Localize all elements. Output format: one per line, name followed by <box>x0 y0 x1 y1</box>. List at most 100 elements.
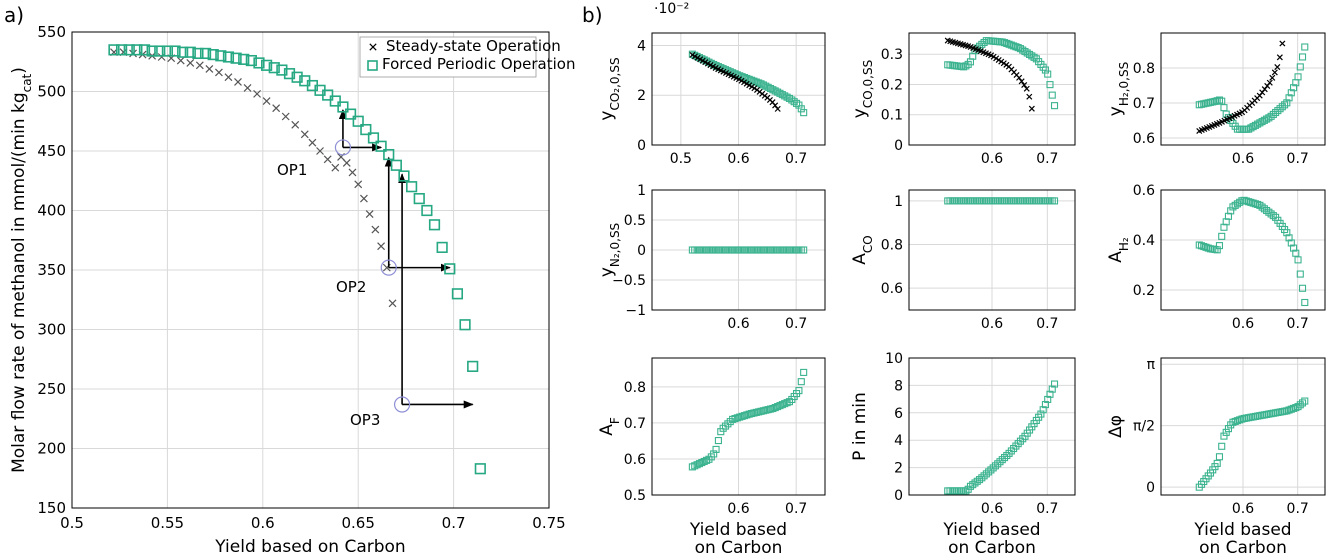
forced-periodic-point <box>776 402 784 410</box>
y-tick-label: 0.6 <box>881 281 903 297</box>
forced-periodic-point <box>1007 41 1015 49</box>
y-tick-label: 6 <box>894 406 903 422</box>
forced-periodic-point <box>146 45 158 57</box>
subplot-frame <box>651 32 826 146</box>
x-tick-label: 0.6 <box>1232 316 1254 332</box>
forced-periodic-point <box>1296 270 1304 278</box>
exponent-label: ·10⁻² <box>654 1 689 17</box>
steady-state-point <box>1274 64 1281 71</box>
forced-periodic-point <box>1048 91 1056 99</box>
y-tick-label: 350 <box>37 261 66 279</box>
forced-periodic-point <box>390 159 402 171</box>
forced-periodic-point <box>1215 453 1224 461</box>
x-tick-label: 0.6 <box>727 501 749 517</box>
forced-periodic-point <box>944 487 952 495</box>
steady-state-point <box>281 112 290 121</box>
forced-periodic-point <box>1274 107 1282 115</box>
forced-periodic-point <box>1220 104 1228 112</box>
forced-periodic-point <box>123 44 135 56</box>
forced-periodic-point <box>375 140 387 152</box>
forced-periodic-point <box>1236 198 1244 206</box>
forced-periodic-point <box>762 82 770 90</box>
y-tick-label: 0.7 <box>624 416 646 432</box>
forced-periodic-point <box>1287 89 1295 97</box>
forced-periodic-point <box>721 422 730 430</box>
steady-state-point <box>1279 40 1286 47</box>
y-tick-label: 0.6 <box>1133 183 1155 199</box>
forced-periodic-point <box>714 437 722 445</box>
forced-periodic-point <box>459 319 471 331</box>
y-tick-label: 200 <box>37 440 66 458</box>
subplot-y-label: yCO₂,0,SS <box>597 57 622 120</box>
forced-periodic-point <box>1287 405 1295 413</box>
x-tick-label: 0.7 <box>785 501 807 517</box>
forced-periodic-point <box>982 470 990 478</box>
y-tick-label: 0.3 <box>881 47 903 63</box>
steady-state-point <box>371 225 380 234</box>
forced-periodic-point <box>1010 42 1018 50</box>
forced-periodic-point <box>230 52 242 64</box>
forced-periodic-point <box>1233 417 1241 425</box>
steady-state-point <box>308 138 317 147</box>
y-tick-label: 8 <box>894 378 903 394</box>
forced-periodic-point <box>428 219 441 231</box>
forced-periodic-point <box>398 170 410 182</box>
forced-periodic-point <box>154 45 166 57</box>
forced-periodic-point <box>1204 244 1212 252</box>
steady-state-point <box>234 78 242 86</box>
forced-periodic-point <box>793 99 801 107</box>
x-tick-label: 0.6 <box>727 151 749 167</box>
forced-periodic-point <box>987 466 995 474</box>
forced-periodic-point <box>1005 40 1013 48</box>
x-tick-label: 0.6 <box>981 501 1003 517</box>
forced-periodic-point <box>755 408 763 416</box>
forced-periodic-point <box>329 95 341 107</box>
x-tick-label: 0.6 <box>981 316 1003 332</box>
forced-periodic-point <box>1215 96 1224 104</box>
forced-periodic-point <box>253 57 265 69</box>
forced-periodic-point <box>337 101 349 113</box>
forced-periodic-point <box>1283 99 1291 107</box>
forced-periodic-point <box>994 460 1002 468</box>
forced-periodic-point <box>1294 256 1302 264</box>
forced-periodic-point <box>474 463 486 475</box>
subplot-ACO: 0.6 0.7 0.6 0.8 1 ACO <box>850 189 1076 332</box>
steady-state-point <box>195 61 204 70</box>
forced-periodic-point <box>736 413 744 421</box>
y-tick-label: 0.8 <box>881 238 903 254</box>
steady-state-point <box>1016 74 1023 81</box>
forced-periodic-point <box>184 46 196 58</box>
forced-periodic-point <box>978 40 986 48</box>
forced-periodic-point <box>207 49 219 61</box>
forced-periodic-point <box>795 101 803 109</box>
forced-periodic-point <box>1048 385 1056 393</box>
forced-periodic-point <box>957 487 965 495</box>
y-tick-label: 300 <box>37 321 66 339</box>
forced-periodic-point <box>222 51 235 63</box>
forced-periodic-point <box>444 263 456 275</box>
forced-periodic-point <box>1272 108 1280 117</box>
main-y-axis-label: Molar flow rate of methanol in mmol/(min… <box>9 67 34 473</box>
forced-periodic-point <box>996 458 1004 466</box>
forced-periodic-point <box>1298 399 1307 407</box>
forced-periodic-point <box>1039 406 1047 414</box>
y-tick-label: 0 <box>894 138 903 154</box>
forced-periodic-point <box>1301 397 1309 405</box>
subplot-y-label: yCO,0,SS <box>850 60 875 118</box>
forced-periodic-point <box>998 38 1006 46</box>
steady-state-point <box>1018 78 1025 85</box>
forced-periodic-point <box>1220 432 1228 440</box>
subplot-frame <box>1160 32 1326 146</box>
forced-periodic-point <box>360 123 372 136</box>
steady-state-point <box>262 97 271 105</box>
legend-box <box>359 36 537 78</box>
forced-periodic-point <box>1296 63 1304 71</box>
forced-periodic-point <box>1003 451 1011 460</box>
forced-periodic-point <box>1000 454 1009 462</box>
forced-periodic-point <box>978 474 986 482</box>
forced-periodic-point <box>1298 284 1307 292</box>
forced-periodic-point <box>1238 125 1246 133</box>
panel-label-a: a) <box>4 3 24 27</box>
forced-periodic-point <box>169 45 181 57</box>
